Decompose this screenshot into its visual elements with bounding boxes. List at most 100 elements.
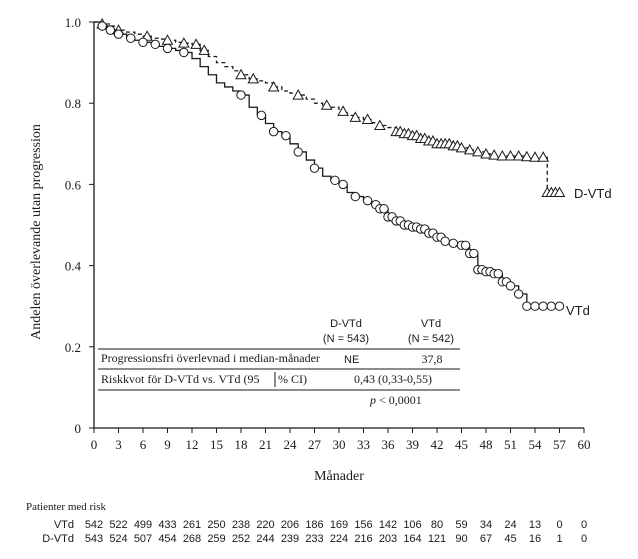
censor-marker-d-vtd <box>529 151 541 162</box>
censor-marker-d-vtd <box>496 149 509 161</box>
censor-marker-vtd <box>513 289 524 299</box>
censor-marker-d-vtd <box>480 147 492 159</box>
x-tick-label: 3 <box>115 437 122 452</box>
censor-marker-vtd <box>138 37 148 47</box>
x-tick-label: 45 <box>455 437 468 452</box>
censor-marker-vtd <box>309 163 320 173</box>
censor-marker-vtd <box>256 110 267 121</box>
censor-marker-d-vtd <box>455 141 468 153</box>
risk-value-vtd: 238 <box>232 519 250 531</box>
risk-value-d-vtd: 524 <box>109 533 127 545</box>
risk-value-d-vtd: 90 <box>455 533 467 545</box>
risk-value-d-vtd: 216 <box>354 533 372 545</box>
censor-marker-vtd <box>268 126 279 137</box>
risk-value-vtd: 206 <box>281 519 299 531</box>
censor-marker-d-vtd <box>235 68 247 80</box>
stats-row1-a: NE <box>344 354 359 366</box>
x-tick-label: 36 <box>382 437 396 452</box>
risk-value-vtd: 261 <box>183 519 201 531</box>
y-axis-label: Andelen överlevande utan progression <box>29 124 44 340</box>
risk-value-d-vtd: 1 <box>556 533 562 545</box>
risk-value-vtd: 142 <box>379 519 397 531</box>
risk-value-vtd: 24 <box>504 519 516 531</box>
censor-marker-vtd <box>538 301 548 311</box>
risk-value-d-vtd: 16 <box>529 533 541 545</box>
risk-value-d-vtd: 543 <box>85 533 103 545</box>
stats-header-a: D-VTd <box>330 318 362 330</box>
censor-marker-d-vtd <box>161 34 174 45</box>
stats-header-b-n: (N = 542) <box>408 333 454 345</box>
stats-header-b: VTd <box>421 318 441 330</box>
stats-row1-label: Progressionsfri överlevnad i median-måna… <box>101 351 320 365</box>
series-label-vtd: VTd <box>566 303 590 318</box>
censor-marker-vtd <box>469 248 479 259</box>
x-axis-label: Månader <box>314 469 364 484</box>
x-tick-label: 54 <box>529 437 543 452</box>
series-label-dvtd: D-VTd <box>574 186 612 201</box>
risk-value-d-vtd: 507 <box>134 533 152 545</box>
x-tick-label: 60 <box>578 437 591 452</box>
risk-value-vtd: 0 <box>581 519 587 531</box>
y-tick-label: 0.8 <box>65 96 81 111</box>
x-tick-label: 24 <box>284 437 298 452</box>
censor-marker-d-vtd <box>190 38 202 49</box>
censor-marker-vtd <box>379 204 389 214</box>
censor-marker-vtd <box>162 43 173 54</box>
censor-marker-vtd <box>150 39 160 50</box>
censor-marker-vtd <box>338 179 348 190</box>
risk-value-vtd: 522 <box>109 519 127 531</box>
censor-marker-d-vtd <box>373 119 386 131</box>
risk-row-label-d-vtd: D-VTd <box>42 533 74 545</box>
x-tick-label: 33 <box>357 437 370 452</box>
censor-marker-vtd <box>546 301 557 311</box>
y-tick-label: 0 <box>75 421 82 436</box>
risk-value-d-vtd: 454 <box>158 533 176 545</box>
risk-row-label-vtd: VTd <box>54 519 74 531</box>
risk-value-d-vtd: 121 <box>428 533 446 545</box>
x-tick-label: 6 <box>140 437 147 452</box>
stats-row2-value: 0,43 (0,33-0,55) <box>354 372 432 386</box>
censor-marker-vtd <box>448 238 459 248</box>
series-line-vtd <box>94 21 560 307</box>
censor-marker-d-vtd <box>247 72 260 84</box>
censor-marker-d-vtd <box>520 150 533 162</box>
stats-table: D-VTd (N = 543) VTd (N = 542) Progressio… <box>98 318 460 407</box>
plot-area <box>94 18 566 311</box>
risk-value-vtd: 499 <box>134 519 152 531</box>
x-tick-label: 15 <box>210 437 223 452</box>
risk-value-vtd: 156 <box>354 519 372 531</box>
censor-marker-d-vtd <box>320 99 333 110</box>
y-tick-label: 0.2 <box>65 340 81 355</box>
risk-value-d-vtd: 259 <box>207 533 225 545</box>
censor-marker-vtd <box>554 301 565 311</box>
censor-marker-vtd <box>522 301 532 311</box>
risk-value-d-vtd: 45 <box>504 533 516 545</box>
x-tick-label: 51 <box>504 437 517 452</box>
censor-marker-vtd <box>105 25 116 35</box>
censor-marker-vtd <box>97 21 107 31</box>
risk-value-vtd: 13 <box>529 519 541 531</box>
censor-marker-vtd <box>505 281 516 291</box>
risk-value-vtd: 106 <box>403 519 421 531</box>
x-tick-label: 21 <box>259 437 272 452</box>
risk-value-d-vtd: 252 <box>232 533 250 545</box>
risk-value-d-vtd: 0 <box>581 533 587 545</box>
x-tick-label: 18 <box>235 437 248 452</box>
censor-marker-d-vtd <box>537 151 550 162</box>
risk-value-vtd: 542 <box>85 519 103 531</box>
censor-marker-d-vtd <box>512 149 525 161</box>
risk-value-vtd: 250 <box>207 519 225 531</box>
censor-marker-d-vtd <box>337 105 349 116</box>
censor-marker-d-vtd <box>471 145 484 157</box>
y-tick-label: 0.4 <box>65 259 82 274</box>
censor-marker-vtd <box>493 269 503 279</box>
censor-marker-d-vtd <box>177 37 190 48</box>
censor-marker-vtd <box>281 130 291 141</box>
censor-marker-vtd <box>330 175 340 186</box>
x-tick-label: 12 <box>186 437 199 452</box>
censor-marker-vtd <box>113 29 124 39</box>
x-tick-label: 42 <box>431 437 444 452</box>
stats-p-symbol: p <box>369 393 376 407</box>
risk-value-d-vtd: 239 <box>281 533 299 545</box>
